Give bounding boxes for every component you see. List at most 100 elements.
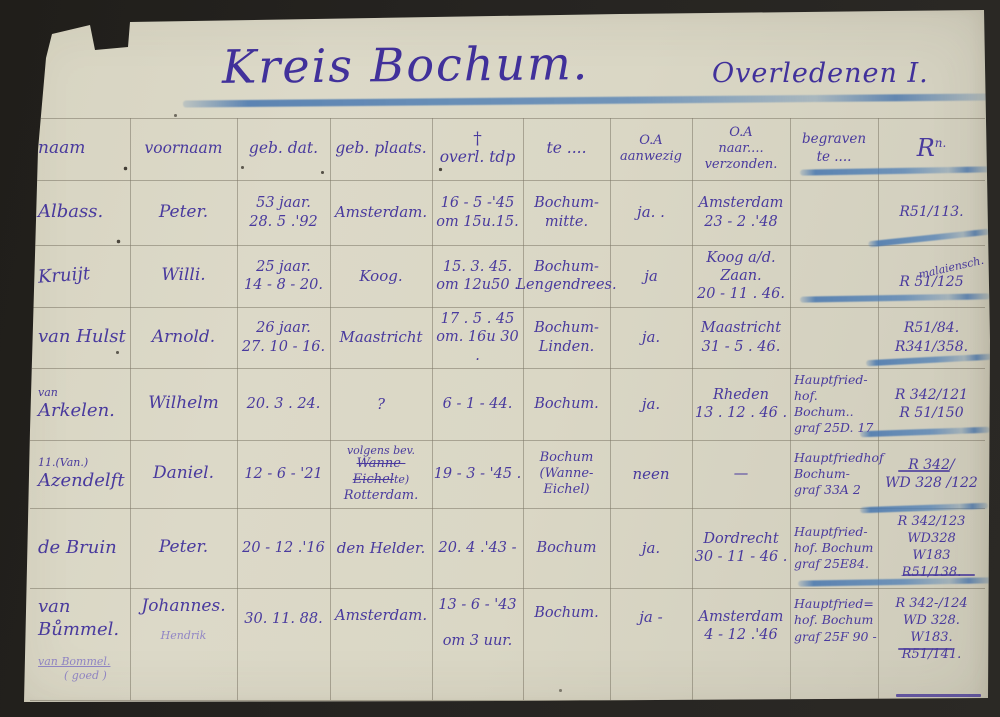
grid-line (878, 118, 879, 700)
cell-te: Bochum (536, 539, 597, 556)
cell-overlijden: 13 - 6 - '43 om 3 uur. (438, 597, 517, 650)
cell-te: Bochum (Wanne-Eichel) (539, 449, 594, 498)
header-begraven-te: begraven te .... (801, 131, 867, 165)
cell-voornaam: Peter. (158, 201, 209, 222)
cell-naam: Kruijt (37, 262, 91, 288)
grid-line (30, 245, 985, 246)
cell-oa-naar: Dordrecht 30 - 11 - 46 . (694, 530, 788, 565)
cell-geb-dat: 20. 3 . 24. (246, 395, 321, 412)
cell-naam: 11.(Van.) Azendelft (38, 455, 125, 491)
table-row: Kruijt Willi. 25 jaar. 14 - 8 - 20. Koog… (30, 245, 985, 307)
cell-geb-dat: 30. 11. 88. (244, 611, 323, 627)
cell-naam: van Bůmmel. van Bommel.( goed ) (38, 596, 120, 682)
header-oa-naar: O.A naar.... verzonden. (704, 124, 778, 173)
grid-line (330, 118, 331, 700)
cell-naam: de Bruin (38, 536, 117, 558)
page-title: Kreis Bochum. (221, 36, 590, 94)
header-naam: naam (38, 138, 86, 159)
cell-te: Bochum. (534, 605, 599, 621)
cell-oa-aanwezig: ja. . (637, 203, 665, 222)
cell-oa-naar: Rheden 13 . 12 . 46 . (694, 386, 788, 421)
page-subtitle: Overledenen I. (712, 58, 929, 89)
cell-r-number: R 342-/124 WD 328. W183. R51/141. (895, 596, 968, 662)
grid-line (30, 588, 985, 589)
grid-line (790, 118, 791, 700)
header-te: te .... (546, 139, 587, 158)
cell-r-number: malaiensch. R 51/125 (899, 253, 986, 291)
cell-naam: Albass. (38, 201, 104, 223)
cell-overlijden: 16 - 5 -'45 om 15u.15. (436, 195, 519, 230)
cell-geb-plaats: ? (376, 394, 386, 413)
cell-voornaam: Arnold. (151, 326, 216, 347)
grid-line (30, 118, 985, 119)
cell-geb-dat: 25 jaar. 14 - 8 - 20. (244, 258, 323, 293)
cross-icon: † (473, 128, 482, 149)
grid-line (610, 118, 611, 700)
grid-line (692, 118, 693, 700)
header-voornaam: voornaam (144, 139, 223, 158)
header-geb-plaats: geb. plaats. (335, 139, 427, 158)
cell-oa-aanwezig: ja. (641, 328, 661, 347)
cell-naam: van Hulst (38, 326, 126, 348)
cell-voornaam: Wilhelm (148, 393, 219, 414)
paper-specks (0, 0, 1, 1)
table-row: Albass. Peter. 53 jaar. 28. 5 .'92 Amste… (30, 180, 985, 245)
cell-begraven-te: Hauptfriedhof Bochum- graf 33A 2 (794, 449, 884, 498)
cell-oa-aanwezig: neen (632, 464, 670, 483)
cell-geb-plaats: Amsterdam. (334, 606, 428, 624)
cell-oa-aanwezig: ja. (641, 394, 661, 413)
cell-geb-plaats: volgens bev. Wanne- Eichelte) Rotterdam. (343, 443, 419, 503)
cell-begraven-te: Hauptfried- hof. Bochum graf 25E84. (794, 523, 874, 572)
cell-overlijden: 20. 4 .'43 - (438, 539, 517, 556)
header-r-number: Rn. (916, 134, 947, 163)
cell-begraven-te (790, 180, 878, 245)
table-header-row: naam voornaam geb. dat. geb. plaats. † ov… (30, 118, 985, 180)
cell-begraven-te (790, 307, 878, 368)
cell-oa-aanwezig: ja - (639, 608, 663, 626)
register-table: naam voornaam geb. dat. geb. plaats. † ov… (30, 118, 990, 701)
grid-line (30, 508, 985, 509)
grid-line (30, 307, 985, 308)
table-row: de Bruin Peter. 20 - 12 .'16 den Helder.… (30, 508, 985, 588)
cell-overlijden: 17 . 5 . 45 om. 16u 30 . (436, 311, 519, 364)
cell-oa-naar: Koog a/d. Zaan. 20 - 11 . 46. (697, 249, 785, 303)
cell-voornaam: Johannes. Hendrik (141, 596, 226, 643)
cell-oa-aanwezig: ja. (641, 538, 661, 557)
cell-geb-plaats: Maastricht (339, 328, 423, 347)
cell-begraven-te (790, 245, 878, 307)
cell-te: Bochum- Lengendrees. (516, 258, 617, 293)
grid-line (523, 118, 524, 700)
grid-line (30, 368, 985, 369)
grid-line (130, 118, 131, 700)
table-row: van Hulst Arnold. 26 jaar. 27. 10 - 16. … (30, 307, 985, 368)
cell-r-number: R51/84. R341/358. (894, 320, 969, 355)
table-row: van Arkelen. Wilhelm 20. 3 . 24. ? 6 - 1 … (30, 368, 985, 440)
grid-line (237, 118, 238, 700)
cell-te: Bochum. (534, 395, 599, 412)
grid-line (30, 440, 985, 441)
cell-oa-naar: — (733, 465, 749, 482)
cell-geb-dat: 12 - 6 - '21 (244, 465, 323, 482)
cell-begraven-te: Hauptfried- hof. Bochum.. graf 25D. 17 (794, 371, 874, 436)
cell-begraven-te: Hauptfried= hof. Bochum graf 25F 90 - (794, 596, 877, 644)
cell-geb-plaats: Amsterdam. (334, 203, 428, 222)
cell-geb-dat: 53 jaar. 28. 5 .'92 (249, 195, 318, 230)
cell-r-number: R 342/123 WD328 W183 R51/138. (897, 514, 966, 580)
header-geb-dat: geb. dat. (248, 139, 319, 158)
cell-r-number: R 342/ WD 328 /122 (885, 456, 978, 491)
cell-voornaam: Peter. (158, 537, 209, 558)
cell-overlijden: 19 - 3 - '45 . (433, 465, 522, 482)
cell-te: Bochum- mitte. (534, 195, 599, 230)
cell-geb-plaats: Koog. (359, 266, 403, 285)
cell-voornaam: Willi. (161, 265, 206, 286)
cell-voornaam: Daniel. (152, 463, 215, 484)
cell-oa-naar: Maastricht 31 - 5 . 46. (700, 320, 782, 355)
table-row: van Bůmmel. van Bommel.( goed ) Johannes.… (30, 588, 985, 700)
table-row: 11.(Van.) Azendelft Daniel. 12 - 6 - '21 … (30, 440, 985, 508)
cell-oa-naar: Amsterdam 23 - 2 .'48 (698, 195, 784, 230)
cell-oa-naar: Amsterdam 4 - 12 .'46 (698, 609, 784, 644)
cell-te: Bochum- Linden. (534, 320, 599, 355)
cell-oa-aanwezig: ja (644, 266, 658, 285)
title-underline (182, 93, 990, 108)
